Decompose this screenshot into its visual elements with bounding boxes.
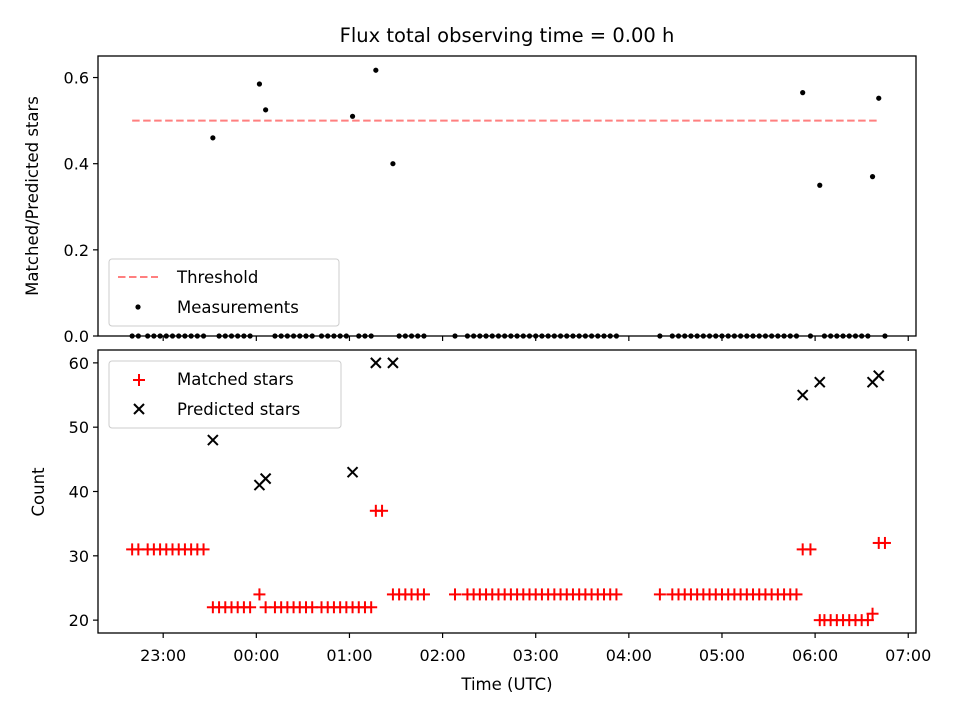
matched-star-point [790,588,803,601]
bottom-y-tick-label: 30 [69,547,89,566]
matched-star-point [804,543,817,556]
bottom-marks [126,357,891,627]
measurement-point [210,135,216,141]
matched-star-point [449,588,462,601]
bottom-x-ticks: 23:00 00:00 01:00 02:00 03:00 04:00 05:00 06:00… [140,633,931,665]
matched-star-point [866,607,879,620]
bottom-legend: Matched stars Predicted stars [108,360,342,429]
top-y-axis-label: Matched/Predicted stars [23,96,42,296]
top-y-tick-label: 0.0 [64,327,89,346]
matched-star-point [244,601,257,614]
top-legend-box [108,258,340,327]
measurement-point [373,67,379,73]
x-tick-label: 03:00 [513,646,559,665]
bottom-y-axis-label: Count [29,467,48,517]
bottom-panel: 20 30 40 50 60 23:00 00:00 01:00 02:00 03:00 04:0… [29,349,931,694]
bottom-y-tick-label: 60 [69,354,89,373]
measurement-point [876,95,882,101]
x-tick-label: 01:00 [326,646,372,665]
legend-matched-swatch [133,374,145,386]
predicted-star-point [873,370,885,382]
matched-star-point [197,543,210,556]
x-tick-label: 06:00 [792,646,838,665]
measurement-point [800,90,806,96]
measurement-point [817,182,823,188]
top-y-tick-label: 0.4 [64,155,89,174]
x-axis-label: Time (UTC) [460,675,552,694]
top-plot-frame [97,55,917,337]
legend-measurements-label: Measurements [177,298,299,317]
predicted-star-point [259,472,272,485]
x-tick-label: 07:00 [885,646,931,665]
predicted-star-point [796,389,809,401]
predicted-star-point [370,357,382,369]
legend-measurements-swatch [135,304,141,310]
bottom-plot-frame [97,349,917,634]
bottom-y-tick-label: 50 [69,418,89,437]
measurement-point [263,107,269,113]
measurement-point [349,113,356,119]
legend-predicted-swatch [133,403,145,415]
bottom-y-tick-label: 20 [69,611,89,630]
x-tick-label: 00:00 [233,646,279,665]
matched-star-point [417,588,430,601]
top-y-tick-label: 0.2 [64,241,89,260]
top-legend: Threshold Measurements [108,258,340,327]
measurement-point [390,161,396,167]
matched-star-point [365,601,378,614]
bottom-legend-box [108,360,342,429]
matched-star-point [610,588,623,601]
matched-star-point [653,588,666,601]
bottom-y-tick-label: 40 [69,483,89,502]
x-tick-label: 02:00 [420,646,466,665]
legend-threshold-label: Threshold [176,268,258,287]
bottom-y-ticks: 20 30 40 50 60 [69,354,98,630]
top-panel: 0.0 0.2 0.4 0.6 Matched/Predicted stars Thr… [23,55,917,346]
predicted-star-point [207,434,219,446]
predicted-star-point [387,357,399,369]
x-tick-label: 23:00 [140,646,186,665]
predicted-star-point [346,466,359,478]
legend-matched-label: Matched stars [177,370,294,389]
matched-star-point [376,504,389,517]
top-x-ticks [162,336,909,341]
measurement-point [256,81,263,87]
matched-star-point [861,614,874,627]
matched-star-point [253,588,266,601]
x-tick-label: 05:00 [699,646,745,665]
top-y-tick-label: 0.6 [64,69,89,88]
predicted-star-point [814,376,826,388]
measurement-point [869,174,876,180]
legend-predicted-label: Predicted stars [177,400,300,419]
x-tick-label: 04:00 [606,646,652,665]
chart-title: Flux total observing time = 0.00 h [340,24,675,47]
top-y-ticks: 0.0 0.2 0.4 0.6 [64,69,98,346]
matched-star-point [878,536,891,549]
